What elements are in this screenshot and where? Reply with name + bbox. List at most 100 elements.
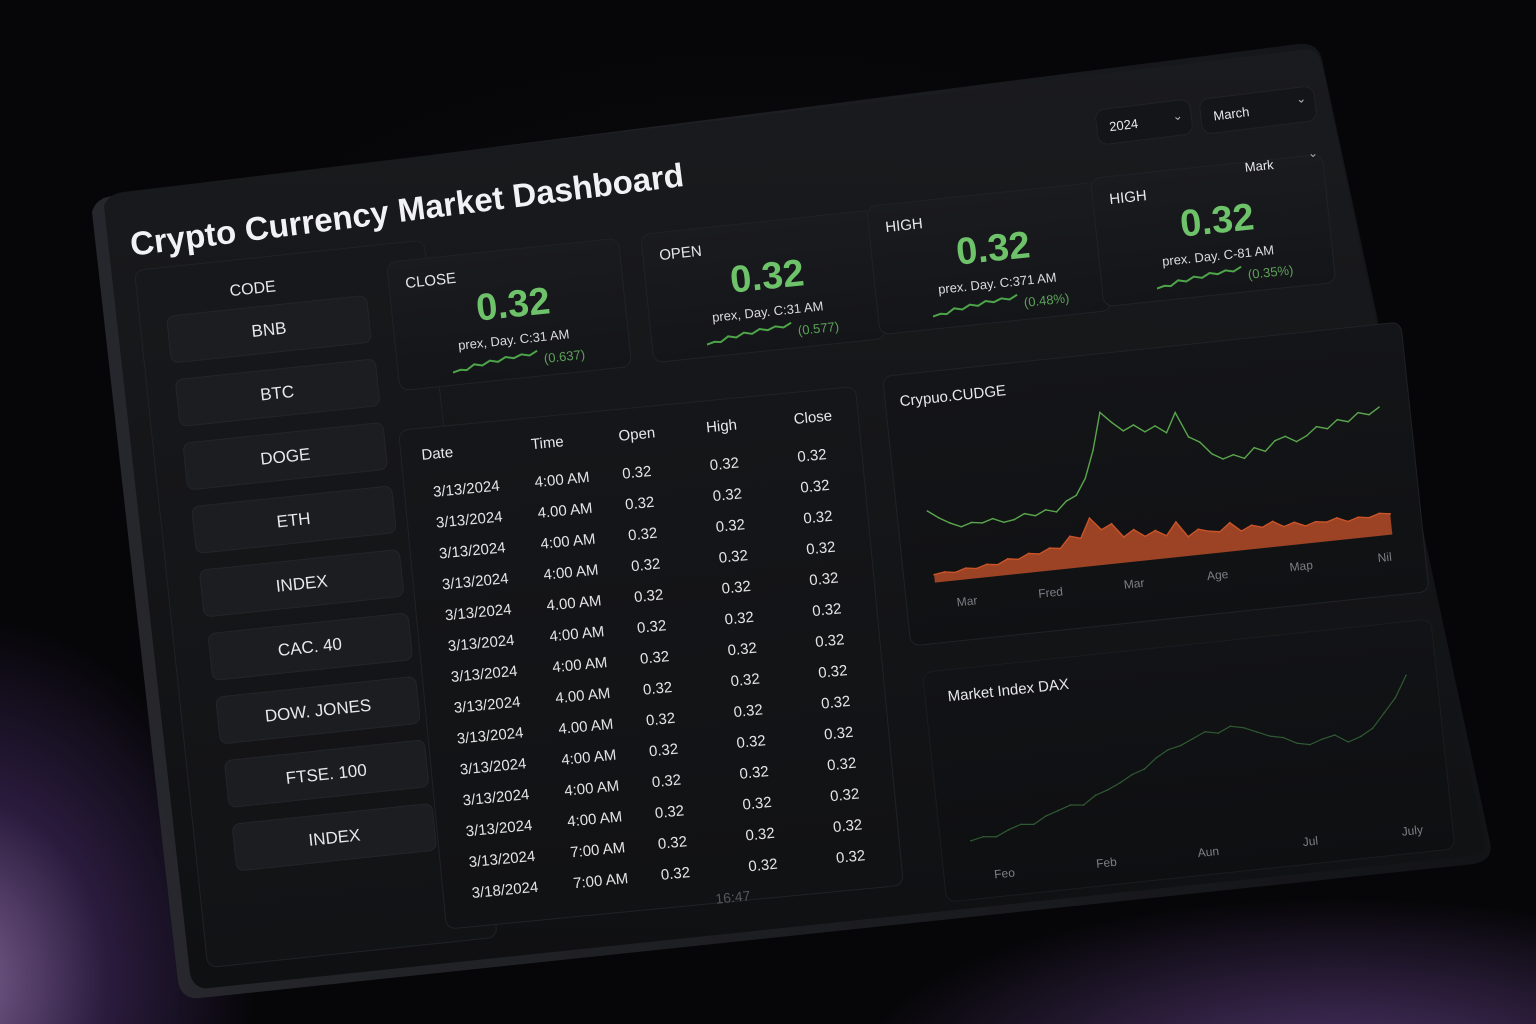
code-item-0[interactable]: BNB (165, 294, 372, 364)
code-item-6[interactable]: DOW. JONES (215, 675, 421, 745)
kpi-card-high: HIGH 0.32 prex. Day. C:371 AM (0.48%) (866, 181, 1113, 336)
data-point (975, 567, 978, 570)
table-cell-date: 3/13/2024 (441, 570, 510, 594)
table-cell-date: 3/13/2024 (438, 539, 507, 563)
table-header-date[interactable]: Date (420, 443, 454, 464)
data-point (1122, 430, 1125, 432)
data-point (985, 563, 988, 566)
table-header-open[interactable]: Open (617, 424, 656, 445)
table-cell-time: 4.00 AM (554, 684, 612, 708)
table-cell-close: 0.32 (820, 692, 852, 713)
x-tick-label: Jul (1302, 834, 1319, 850)
table-header-close[interactable]: Close (793, 407, 833, 428)
data-point (1119, 782, 1121, 784)
table-cell-time: 4:00 AM (533, 468, 591, 492)
code-item-8[interactable]: INDEX (231, 802, 438, 872)
table-cell-time: 4:00 AM (542, 561, 600, 584)
table-cell-open: 0.32 (651, 771, 682, 792)
table-cell-high: 0.32 (738, 763, 770, 783)
data-point (1187, 436, 1190, 438)
table-cell-close: 0.32 (835, 847, 866, 867)
data-point (981, 522, 984, 524)
data-point (991, 517, 994, 520)
x-tick-label: Nil (1377, 550, 1392, 565)
code-item-4[interactable]: INDEX (198, 548, 405, 618)
table-cell-date: 3/13/2024 (444, 600, 513, 625)
data-point (1347, 741, 1350, 743)
table-cell-close: 0.32 (826, 754, 858, 775)
table-cell-close: 0.32 (823, 723, 855, 744)
data-point (1405, 674, 1407, 677)
data-point (982, 835, 985, 838)
data-point (1020, 823, 1022, 826)
data-point (996, 563, 999, 566)
data-point (1088, 517, 1091, 519)
data-point (1232, 453, 1235, 456)
table-cell-date: 3/13/2024 (432, 477, 501, 501)
chevron-down-icon: ⌄ (1308, 146, 1319, 160)
table-header-time[interactable]: Time (530, 433, 565, 454)
table-cell-date: 3/13/2024 (462, 786, 531, 810)
code-item-label: INDEX (274, 571, 329, 596)
data-point (1389, 513, 1391, 515)
data-point (970, 521, 973, 524)
data-point (1187, 535, 1190, 538)
code-item-7[interactable]: FTSE. 100 (223, 739, 430, 809)
month-select[interactable]: March ⌄ (1198, 85, 1318, 135)
data-point (1208, 530, 1210, 533)
data-point (1333, 734, 1336, 736)
table-cell-time: 4:00 AM (563, 777, 620, 800)
table-cell-high: 0.32 (726, 639, 758, 660)
data-table-panel: Date Time Open High Close 3/13/2024 4:00 AM 0.… (398, 385, 904, 930)
data-point (954, 571, 957, 574)
table-cell-time: 4.00 AM (536, 499, 594, 522)
code-list-header: CODE (228, 278, 277, 301)
data-point (1065, 500, 1067, 503)
x-tick-label: Mar (1123, 576, 1145, 592)
code-item-1[interactable]: BTC (174, 358, 381, 428)
data-point (1082, 804, 1085, 806)
code-item-3[interactable]: ETH (190, 485, 397, 555)
dax-chart: Feo Feb Aun Jul July (970, 674, 1424, 882)
table-cell-date: 3/13/2024 (465, 816, 534, 841)
data-point (1253, 446, 1255, 449)
data-point (1305, 434, 1308, 437)
table-cell-high: 0.32 (720, 577, 752, 598)
table-cell-open: 0.32 (645, 709, 676, 730)
kpi-card-high: HIGH 0.32 prex. Day. C-81 AM (0.35%) (1090, 153, 1337, 308)
data-point (1167, 748, 1169, 751)
data-point (960, 525, 963, 528)
data-point (1269, 735, 1271, 737)
data-point (964, 567, 967, 569)
data-point (1080, 537, 1082, 540)
table-cell-open: 0.32 (639, 648, 670, 668)
kpi-value: 0.32 (954, 224, 1033, 274)
chevron-down-icon: ⌄ (1171, 108, 1184, 124)
data-point (1038, 553, 1041, 555)
data-point (1006, 558, 1009, 560)
data-point (1357, 516, 1360, 518)
data-point (1264, 450, 1267, 453)
data-point (1315, 425, 1318, 428)
table-header-high[interactable]: High (705, 416, 738, 437)
table-cell-high: 0.32 (717, 547, 749, 567)
sparkline-icon (452, 349, 538, 374)
data-point (1100, 528, 1103, 531)
table-cell-high: 0.32 (732, 701, 764, 722)
data-point (1336, 517, 1338, 519)
data-point (1075, 494, 1078, 497)
data-point (1144, 535, 1146, 538)
data-point (1295, 440, 1298, 443)
code-item-5[interactable]: CAC. 40 (206, 612, 413, 682)
data-point (1309, 743, 1311, 746)
data-point (1336, 418, 1339, 421)
year-select[interactable]: 2024 ⌄ (1094, 98, 1194, 146)
data-point (1222, 458, 1224, 460)
data-point (1256, 731, 1258, 733)
mark-select[interactable]: Mark (1244, 156, 1275, 175)
code-item-2[interactable]: DOGE (182, 421, 389, 491)
table-cell-date: 3/13/2024 (467, 847, 537, 872)
kpi-value: 0.32 (1178, 196, 1257, 246)
data-point (938, 517, 940, 519)
